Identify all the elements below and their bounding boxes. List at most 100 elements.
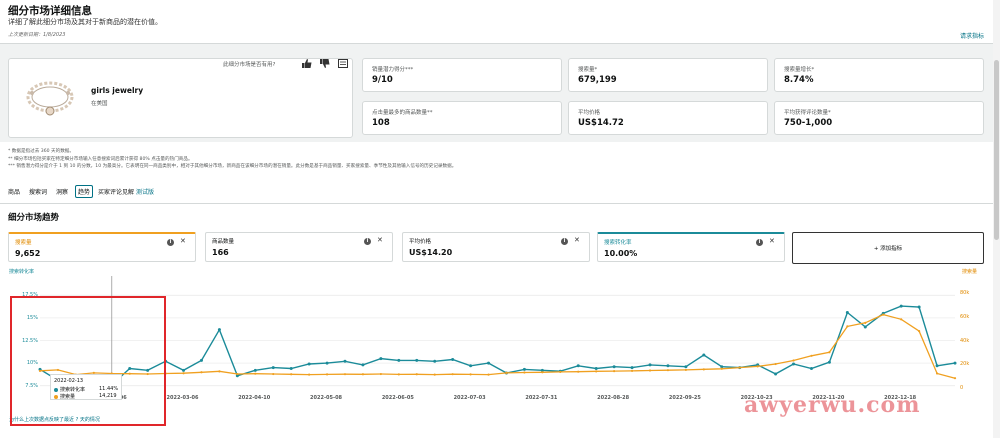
info-icon[interactable]: i	[756, 239, 763, 246]
tab-products[interactable]: 商品	[8, 189, 21, 196]
search-volume-point[interactable]	[900, 318, 903, 321]
search-volume-point[interactable]	[272, 372, 275, 376]
conversion-rate-point[interactable]	[702, 353, 706, 357]
thumbs-up-icon[interactable]	[302, 59, 312, 68]
search-volume-point[interactable]	[810, 354, 813, 357]
conversion-rate-point[interactable]	[379, 357, 383, 361]
conversion-rate-point[interactable]	[792, 362, 796, 366]
search-volume-point[interactable]	[415, 373, 418, 376]
search-volume-point[interactable]	[218, 370, 221, 373]
conversion-rate-point[interactable]	[433, 359, 437, 363]
conversion-rate-point[interactable]	[146, 368, 150, 372]
search-volume-point[interactable]	[935, 372, 939, 375]
conversion-rate-point[interactable]	[827, 360, 831, 364]
search-volume-point[interactable]	[774, 362, 777, 366]
search-volume-point[interactable]	[379, 372, 382, 376]
conversion-rate-point[interactable]	[863, 325, 867, 329]
conversion-rate-point[interactable]	[522, 367, 526, 371]
search-volume-point[interactable]	[397, 373, 400, 376]
conversion-rate-point[interactable]	[271, 366, 275, 370]
tab-trends[interactable]: 趋势	[75, 185, 94, 198]
search-volume-point[interactable]	[451, 373, 454, 376]
search-volume-point[interactable]	[828, 351, 831, 354]
search-volume-point[interactable]	[882, 313, 885, 316]
search-volume-point[interactable]	[290, 373, 293, 376]
conversion-rate-point[interactable]	[684, 365, 688, 369]
search-volume-point[interactable]	[146, 372, 149, 376]
conversion-rate-point[interactable]	[289, 367, 293, 371]
conversion-rate-point[interactable]	[469, 364, 473, 368]
conversion-rate-point[interactable]	[397, 358, 401, 362]
tab-search-terms[interactable]: 搜索词	[29, 189, 48, 196]
scrollbar[interactable]	[993, 0, 1000, 438]
conversion-rate-point[interactable]	[648, 363, 652, 367]
trend-card-conversion[interactable]: 搜索转化率 10.00% i ✕	[597, 232, 785, 262]
search-volume-point[interactable]	[200, 371, 203, 374]
search-volume-point[interactable]	[756, 365, 759, 368]
search-volume-point[interactable]	[702, 368, 705, 371]
close-icon[interactable]: ✕	[180, 237, 186, 245]
scrollbar-thumb[interactable]	[994, 60, 999, 240]
search-volume-point[interactable]	[630, 369, 634, 372]
search-volume-point[interactable]	[738, 366, 741, 369]
tab-insights[interactable]: 洞察	[56, 189, 69, 196]
search-volume-point[interactable]	[505, 371, 508, 374]
search-volume-point[interactable]	[541, 371, 544, 374]
thumbs-down-icon[interactable]	[320, 59, 330, 68]
conversion-rate-point[interactable]	[415, 358, 419, 362]
search-volume-point[interactable]	[236, 372, 239, 376]
conversion-rate-point[interactable]	[325, 361, 329, 365]
conversion-rate-point[interactable]	[953, 361, 957, 365]
search-volume-point[interactable]	[846, 325, 849, 328]
conversion-rate-point[interactable]	[666, 364, 670, 368]
search-volume-point[interactable]	[92, 371, 95, 374]
conversion-rate-point[interactable]	[540, 368, 544, 372]
search-volume-point[interactable]	[953, 377, 957, 380]
search-volume-point[interactable]	[308, 373, 311, 376]
conversion-rate-point[interactable]	[235, 374, 239, 378]
note-icon[interactable]	[338, 59, 348, 68]
search-volume-point[interactable]	[684, 368, 687, 372]
search-volume-point[interactable]	[343, 373, 347, 376]
conversion-rate-point[interactable]	[899, 304, 903, 308]
conversion-rate-point[interactable]	[720, 365, 724, 369]
search-volume-point[interactable]	[128, 372, 131, 375]
conversion-rate-point[interactable]	[774, 372, 778, 376]
conversion-rate-point[interactable]	[917, 305, 921, 309]
close-icon[interactable]: ✕	[769, 237, 775, 245]
search-volume-point[interactable]	[559, 370, 562, 374]
search-volume-point[interactable]	[595, 370, 598, 373]
info-icon[interactable]: i	[561, 238, 568, 245]
search-volume-point[interactable]	[56, 368, 60, 372]
search-volume-point[interactable]	[487, 373, 490, 376]
search-volume-point[interactable]	[648, 369, 652, 372]
search-volume-point[interactable]	[523, 371, 526, 374]
conversion-rate-point[interactable]	[594, 367, 598, 371]
conversion-rate-point[interactable]	[343, 359, 347, 363]
search-volume-point[interactable]	[720, 367, 723, 370]
conversion-rate-point[interactable]	[576, 364, 580, 368]
conversion-rate-point[interactable]	[253, 368, 257, 372]
search-volume-point[interactable]	[469, 373, 472, 376]
trend-card-product-count[interactable]: 商品数量 166 i ✕	[205, 232, 393, 262]
search-volume-point[interactable]	[577, 370, 580, 373]
info-icon[interactable]: i	[167, 239, 174, 246]
conversion-rate-point[interactable]	[630, 366, 634, 370]
close-icon[interactable]: ✕	[574, 236, 580, 244]
conversion-rate-point[interactable]	[199, 358, 203, 362]
request-metric-link[interactable]: 请求指标	[959, 33, 984, 40]
search-volume-point[interactable]	[613, 370, 616, 373]
conversion-rate-point[interactable]	[307, 362, 311, 366]
conversion-rate-point[interactable]	[487, 361, 491, 365]
info-icon[interactable]: i	[364, 238, 371, 245]
search-volume-point[interactable]	[182, 372, 185, 375]
search-volume-point[interactable]	[918, 329, 921, 333]
trend-card-search-volume[interactable]: 搜索量 9,652 i ✕	[8, 232, 196, 262]
conversion-rate-point[interactable]	[935, 364, 939, 368]
conversion-rate-point[interactable]	[182, 368, 186, 372]
conversion-rate-point[interactable]	[361, 363, 365, 367]
data-footnote-link[interactable]: 为什么上次数据点反映了最近 ? 天的情况	[9, 417, 100, 423]
conversion-rate-point[interactable]	[809, 367, 813, 371]
conversion-rate-point[interactable]	[128, 367, 132, 371]
search-volume-point[interactable]	[254, 372, 257, 375]
